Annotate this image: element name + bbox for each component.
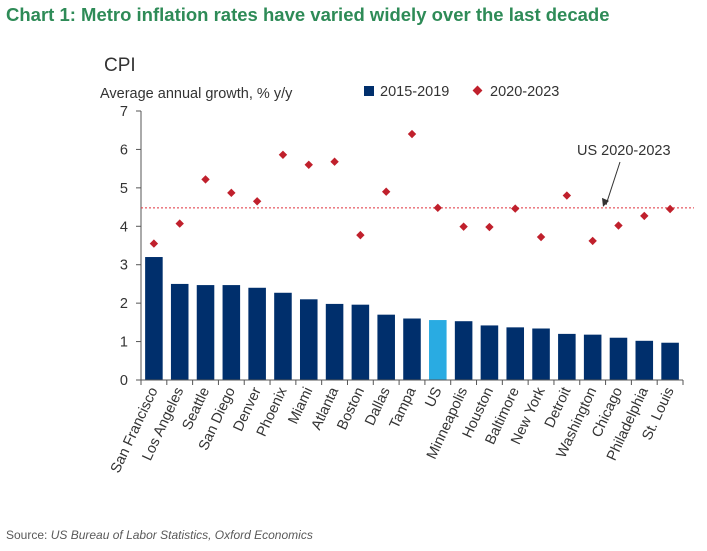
diamond-washington: [588, 236, 597, 246]
bar-washington: [583, 334, 602, 380]
source-text: US Bureau of Labor Statistics, Oxford Ec…: [50, 528, 313, 542]
diamond-san-francisco: [149, 239, 159, 248]
chart-title: Chart 1: Metro inflation rates have vari…: [6, 4, 610, 25]
source-note: Source: US Bureau of Labor Statistics, O…: [6, 528, 313, 542]
diamond-seattle: [201, 175, 210, 184]
chart-svg: CPI Average annual growth, % y/y 2015-20…: [100, 55, 694, 476]
bar-series: [145, 257, 679, 380]
diamond-atlanta: [330, 157, 339, 166]
legend-marker-diamonds: [472, 85, 483, 96]
bar-denver: [248, 287, 266, 380]
bar-boston: [351, 304, 370, 380]
diamond-boston: [356, 230, 365, 240]
annotation-arrowhead: [602, 197, 609, 207]
bar-detroit: [558, 333, 576, 380]
legend-label-diamonds: 2020-2023: [490, 84, 559, 100]
y-tick-label: 4: [120, 219, 128, 235]
diamond-dallas: [381, 187, 391, 196]
diamond-baltimore: [511, 204, 520, 213]
y-tick-label: 7: [120, 104, 128, 120]
bar-tampa: [403, 318, 421, 380]
chart-subtitle: CPI: [104, 55, 136, 76]
diamond-phoenix: [278, 150, 288, 160]
source-label: Source:: [6, 528, 51, 542]
bar-houston: [480, 325, 499, 380]
diamond-houston: [485, 222, 494, 232]
y-tick-label: 5: [120, 181, 128, 197]
diamond-st-louis: [665, 204, 675, 214]
y-axis: 0 1 2 3 4 5 6 7: [120, 104, 142, 389]
bar-chicago: [609, 337, 628, 380]
reference-line-group: US 2020-2023: [141, 143, 694, 209]
y-tick-label: 2: [120, 296, 128, 312]
legend-label-bars: 2015-2019: [380, 84, 449, 100]
bar-minneapolis: [454, 321, 473, 380]
bar-seattle: [196, 285, 215, 380]
y-tick-label: 0: [120, 373, 128, 389]
diamond-san-diego: [227, 188, 236, 198]
diamond-tampa: [407, 129, 417, 139]
diamond-us: [433, 203, 443, 213]
y-tick-label: 6: [120, 142, 128, 158]
diamond-philadelphia: [640, 211, 649, 221]
bar-philadelphia: [635, 340, 654, 380]
y-axis-label: Average annual growth, % y/y: [100, 86, 293, 102]
y-tick-label: 3: [120, 258, 128, 274]
diamond-los-angeles: [175, 219, 184, 228]
bar-san-francisco: [145, 257, 163, 380]
reference-line-label: US 2020-2023: [577, 143, 671, 159]
bar-los-angeles: [170, 283, 189, 380]
diamond-chicago: [614, 221, 623, 230]
diamond-denver: [252, 197, 262, 206]
y-tick-label: 1: [120, 335, 128, 351]
bar-dallas: [377, 314, 395, 380]
bar-atlanta: [325, 303, 344, 380]
legend-marker-bars: [364, 86, 374, 96]
bar-new-york: [532, 328, 550, 380]
diamond-new-york: [536, 232, 546, 242]
bar-san-diego: [222, 285, 241, 380]
diamond-miami: [304, 160, 313, 169]
legend: 2015-2019 2020-2023: [364, 84, 559, 100]
bar-us: [429, 320, 447, 380]
annotation-arrow: [605, 161, 621, 205]
diamond-minneapolis: [459, 222, 468, 231]
bar-miami: [299, 299, 318, 380]
diamond-detroit: [562, 191, 572, 200]
x-tick-label: US: [422, 385, 445, 410]
diamond-series: [149, 129, 675, 248]
bar-st-louis: [661, 342, 679, 380]
bar-phoenix: [274, 292, 292, 380]
bar-baltimore: [506, 327, 525, 380]
